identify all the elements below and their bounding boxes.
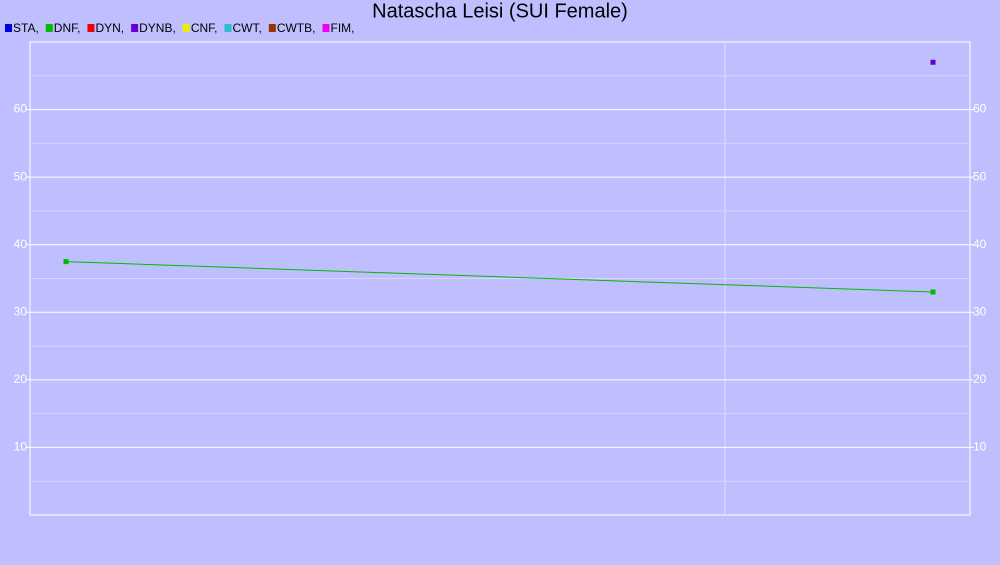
y2-tick-label: 20 <box>973 372 987 386</box>
legend-label: FIM, <box>330 21 354 35</box>
y-tick-label: 30 <box>14 304 28 318</box>
legend-swatch <box>5 24 12 32</box>
legend-swatch <box>131 24 139 32</box>
y2-tick-label: 10 <box>973 440 987 454</box>
legend-label: DYNB, <box>139 21 176 35</box>
legend-label: DYN, <box>95 21 124 35</box>
y2-tick-label: 30 <box>973 304 987 318</box>
legend-swatch <box>45 24 53 32</box>
legend-swatch <box>322 24 330 32</box>
legend-label: DNF, <box>54 21 81 35</box>
series-line <box>65 261 934 293</box>
y2-tick-label: 40 <box>973 237 987 251</box>
y2-tick-label: 50 <box>973 169 987 183</box>
legend-swatch <box>224 24 232 32</box>
legend-label: CWT, <box>232 21 261 35</box>
y2-tick-label: 60 <box>973 102 987 116</box>
data-point <box>63 259 69 265</box>
data-point <box>930 59 936 65</box>
data-point <box>930 289 936 295</box>
chart-title: Natascha Leisi (SUI Female) <box>372 0 628 22</box>
legend-swatch <box>87 24 95 32</box>
y-tick-label: 50 <box>14 169 28 183</box>
y-tick-label: 10 <box>14 440 28 454</box>
y-tick-label: 60 <box>14 102 28 116</box>
legend-label: CNF, <box>191 21 218 35</box>
legend-swatch <box>268 24 276 32</box>
legend-swatch <box>182 24 190 32</box>
y-tick-label: 40 <box>14 237 28 251</box>
y-tick-label: 20 <box>14 372 28 386</box>
legend-label: CWTB, <box>277 21 316 35</box>
legend-label: STA, <box>13 21 39 35</box>
